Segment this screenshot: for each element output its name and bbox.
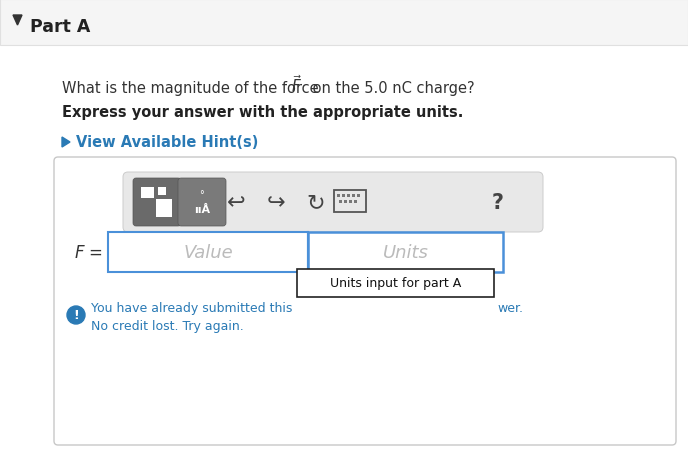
Bar <box>158 188 166 196</box>
Circle shape <box>67 307 85 324</box>
Text: Units input for part A: Units input for part A <box>330 277 461 290</box>
FancyBboxPatch shape <box>178 178 226 227</box>
FancyBboxPatch shape <box>54 158 676 445</box>
FancyBboxPatch shape <box>297 269 494 298</box>
Bar <box>339 200 342 203</box>
FancyBboxPatch shape <box>108 232 308 272</box>
Text: $\mathit{F}$ =: $\mathit{F}$ = <box>74 244 103 261</box>
Text: You have already submitted this: You have already submitted this <box>91 302 292 315</box>
Text: $\vec{F}$: $\vec{F}$ <box>291 74 302 95</box>
Text: °: ° <box>200 189 204 199</box>
Bar <box>349 200 352 203</box>
Bar <box>141 188 154 200</box>
Bar <box>337 195 340 197</box>
FancyBboxPatch shape <box>308 232 503 272</box>
Polygon shape <box>62 138 70 148</box>
Bar <box>342 195 345 197</box>
Bar <box>354 200 357 203</box>
Bar <box>357 195 360 197</box>
FancyBboxPatch shape <box>123 173 543 232</box>
Text: Part A: Part A <box>30 18 90 36</box>
Bar <box>156 199 172 218</box>
Text: Value: Value <box>183 244 233 261</box>
Text: No credit lost. Try again.: No credit lost. Try again. <box>91 320 244 333</box>
Polygon shape <box>13 16 22 26</box>
Text: wer.: wer. <box>497 302 523 315</box>
FancyBboxPatch shape <box>0 0 688 46</box>
Bar <box>352 195 355 197</box>
Text: !: ! <box>73 309 79 322</box>
Text: on the 5.0 nC charge?: on the 5.0 nC charge? <box>308 80 475 95</box>
Bar <box>344 200 347 203</box>
Bar <box>347 195 350 197</box>
Text: Units: Units <box>383 244 429 261</box>
Text: ↪: ↪ <box>267 193 286 213</box>
Text: ↻: ↻ <box>307 193 325 213</box>
Text: Express your answer with the appropriate units.: Express your answer with the appropriate… <box>62 105 464 120</box>
Text: View Available Hint(s): View Available Hint(s) <box>76 135 259 150</box>
Text: ?: ? <box>492 193 504 213</box>
Text: ↩: ↩ <box>226 193 246 213</box>
Bar <box>141 198 154 200</box>
Text: ııÅ: ııÅ <box>194 205 210 215</box>
FancyBboxPatch shape <box>133 178 181 227</box>
Text: What is the magnitude of the force: What is the magnitude of the force <box>62 80 323 95</box>
